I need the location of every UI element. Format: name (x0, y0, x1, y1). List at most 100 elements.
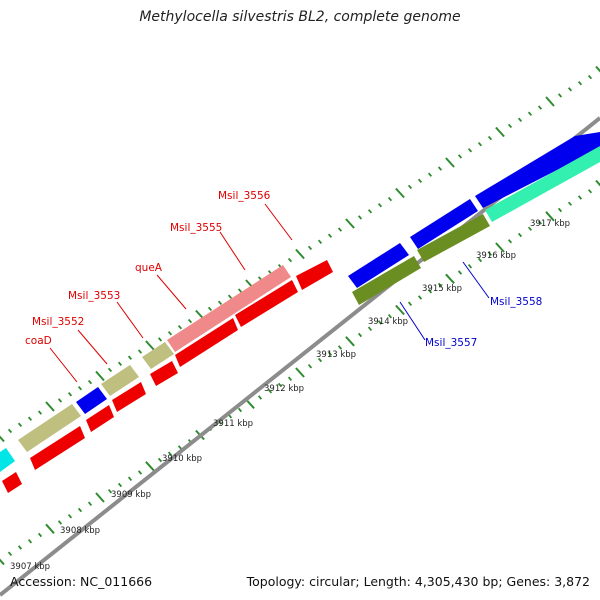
minor-tick (137, 349, 143, 354)
map-title: Methylocella silvestris BL2, complete ge… (139, 9, 461, 25)
minor-tick (167, 331, 173, 336)
gene-label-msil-3556[interactable]: Msil_3556 (218, 190, 271, 202)
minor-tick (257, 395, 263, 400)
major-tick (45, 401, 55, 412)
minor-tick (417, 295, 423, 300)
minor-tick (287, 376, 293, 381)
major-tick (0, 558, 5, 566)
minor-tick (377, 203, 383, 208)
minor-tick (477, 257, 483, 263)
minor-tick (577, 81, 583, 86)
minor-tick (557, 93, 563, 98)
gene-feature[interactable] (2, 472, 22, 493)
minor-tick (467, 264, 473, 269)
forward-strand-genes (0, 132, 600, 472)
major-tick (545, 211, 555, 222)
minor-tick (117, 482, 123, 488)
minor-tick (567, 201, 573, 206)
minor-tick (57, 520, 63, 525)
gene-feature[interactable] (485, 146, 600, 222)
gene-feature[interactable] (142, 342, 174, 369)
minor-tick (407, 301, 413, 306)
minor-tick (417, 178, 423, 183)
gene-label-msil-3552[interactable]: Msil_3552 (32, 316, 84, 328)
gene-label-quea[interactable]: queA (135, 262, 163, 274)
scale-label: 3911 kbp (213, 419, 253, 429)
gene-feature[interactable] (410, 199, 478, 249)
gene-label-msil-3553[interactable]: Msil_3553 (68, 290, 120, 302)
gene-label-msil-3557[interactable]: Msil_3557 (425, 337, 477, 349)
scale-label: 3908 kbp (60, 526, 100, 536)
major-tick (295, 248, 305, 260)
gene-label-coad[interactable]: coaD (25, 335, 52, 347)
gene-feature[interactable] (76, 387, 107, 414)
minor-tick (307, 245, 313, 251)
minor-tick (517, 117, 523, 122)
minor-tick (457, 270, 463, 275)
gene-label-msil-3558[interactable]: Msil_3558 (490, 296, 542, 308)
major-tick (45, 523, 55, 534)
gene-feature[interactable] (30, 426, 85, 470)
gene-feature[interactable] (150, 361, 178, 386)
minor-tick (87, 379, 93, 385)
minor-tick (127, 476, 133, 481)
minor-tick (57, 398, 63, 403)
minor-tick (237, 288, 243, 293)
minor-tick (507, 123, 513, 129)
major-tick (295, 367, 305, 378)
gene-feature[interactable] (18, 404, 81, 452)
minor-tick (387, 196, 393, 202)
minor-tick (37, 410, 43, 415)
gene-feature[interactable] (175, 318, 238, 367)
scale-label: 3912 kbp (264, 384, 304, 394)
minor-tick (187, 318, 193, 324)
minor-tick (407, 184, 413, 190)
gene-feature[interactable] (235, 280, 298, 327)
major-tick (395, 304, 405, 316)
scale-label: 3907 kbp (10, 562, 50, 572)
accession-label: Accession: NC_011666 (10, 574, 153, 589)
minor-tick (7, 428, 13, 434)
gene-feature[interactable] (86, 405, 114, 432)
scale-label: 3917 kbp (530, 219, 570, 229)
minor-tick (337, 345, 343, 350)
minor-tick (577, 195, 583, 200)
major-tick (0, 435, 5, 443)
minor-tick (7, 551, 13, 556)
gene-feature[interactable] (0, 448, 15, 472)
gene-feature[interactable] (417, 214, 490, 262)
gene-feature[interactable] (167, 265, 291, 352)
gene-labels: coaD Msil_3552 Msil_3553 queA Msil_3555 Msil_… (25, 190, 542, 349)
minor-tick (237, 407, 243, 413)
minor-tick (377, 320, 383, 325)
minor-tick (177, 325, 183, 330)
gene-feature[interactable] (296, 260, 333, 290)
gene-feature[interactable] (352, 256, 421, 305)
minor-tick (107, 489, 113, 494)
major-tick (495, 126, 505, 138)
major-tick (595, 179, 600, 187)
minor-tick (367, 326, 373, 331)
gene-feature[interactable] (348, 243, 409, 288)
gene-feature[interactable] (475, 132, 600, 208)
minor-tick (557, 207, 563, 213)
gene-label-msil-3555[interactable]: Msil_3555 (170, 222, 222, 234)
minor-tick (317, 357, 323, 363)
major-tick (345, 218, 355, 229)
gene-feature[interactable] (112, 382, 146, 412)
minor-tick (287, 257, 293, 263)
minor-tick (357, 332, 363, 338)
minor-tick (337, 227, 343, 232)
minor-tick (277, 382, 283, 388)
minor-tick (427, 172, 433, 177)
minor-tick (27, 416, 33, 421)
minor-tick (177, 445, 183, 450)
major-tick (95, 370, 105, 382)
minor-tick (367, 209, 373, 214)
gene-feature[interactable] (101, 365, 139, 396)
minor-tick (157, 457, 163, 463)
minor-tick (157, 337, 163, 342)
minor-tick (167, 451, 173, 456)
scale-label: 3915 kbp (422, 284, 462, 294)
minor-tick (437, 166, 443, 171)
